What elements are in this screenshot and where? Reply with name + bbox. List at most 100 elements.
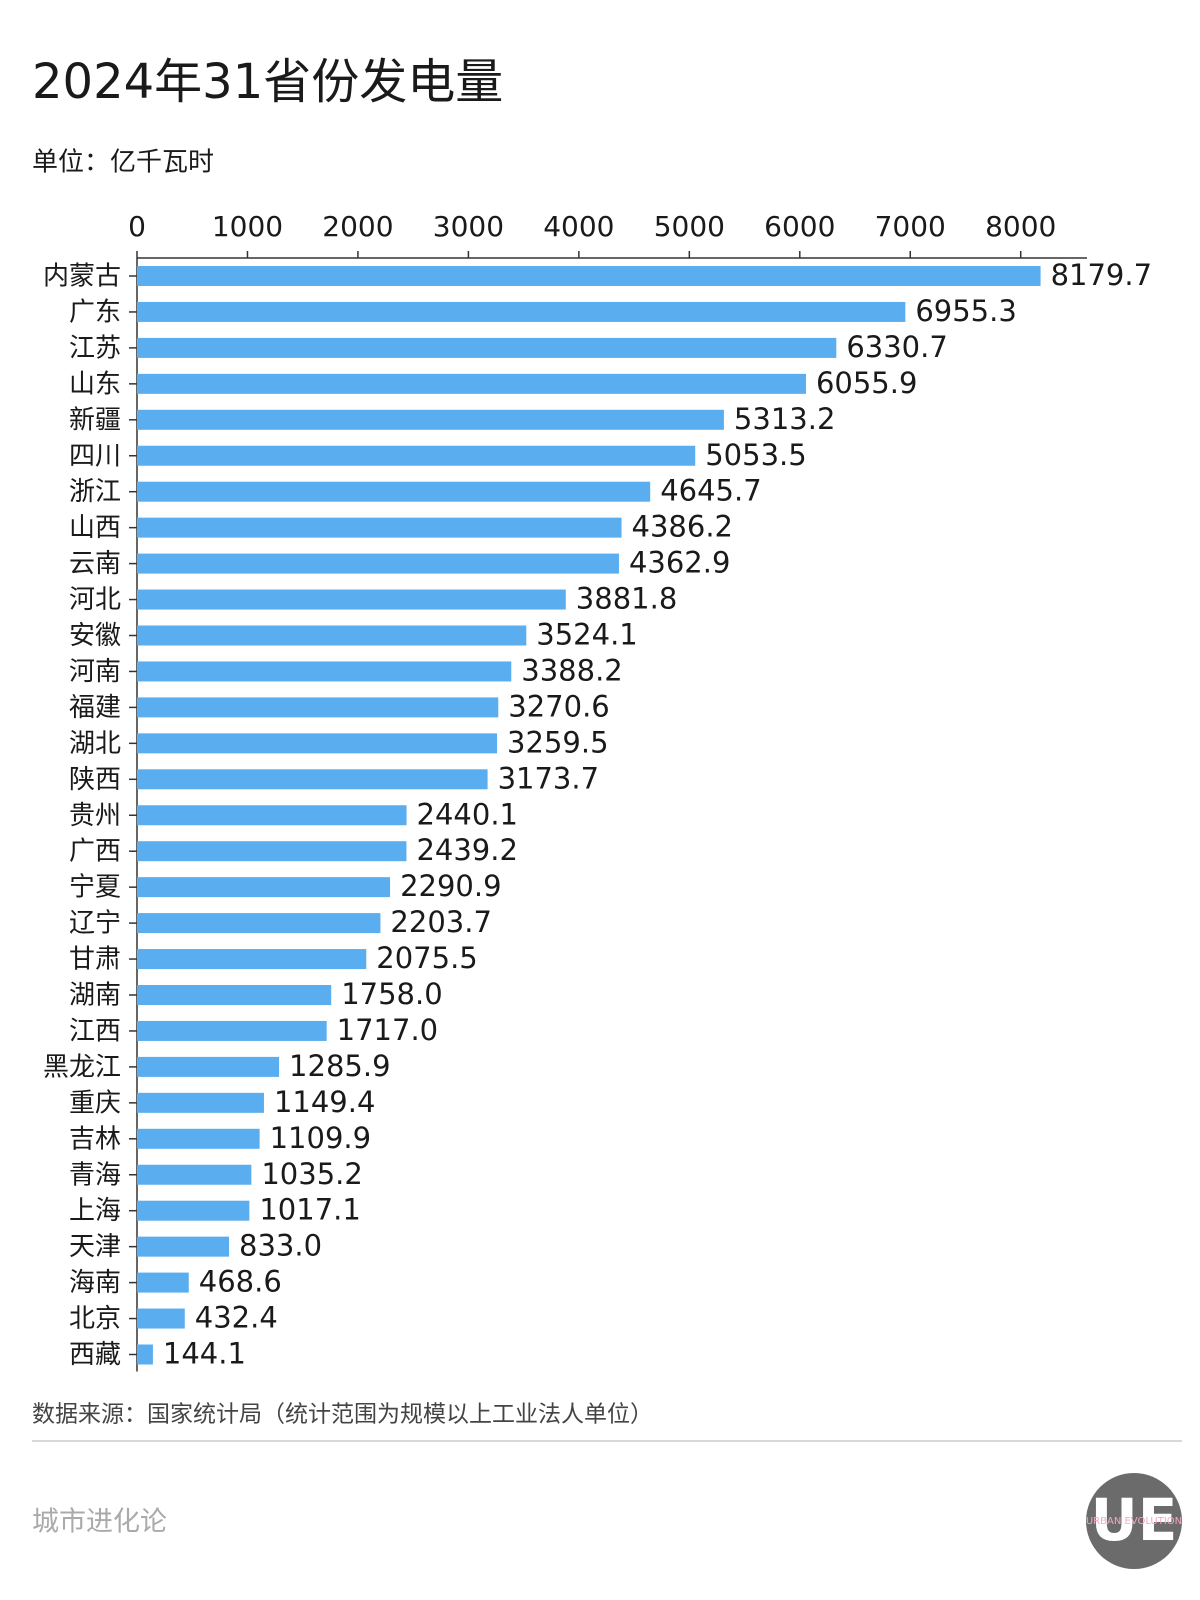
bar — [137, 1020, 327, 1041]
x-tick-label: 2000 — [322, 210, 393, 243]
value-label: 2439.2 — [416, 833, 517, 867]
bar — [137, 1164, 252, 1185]
y-tick-label: 海南 — [69, 1268, 121, 1298]
value-label: 2203.7 — [390, 905, 491, 939]
y-tick-label: 江西 — [69, 1016, 121, 1046]
bar — [137, 913, 381, 934]
bar — [137, 409, 724, 430]
bar — [137, 1308, 185, 1329]
value-label: 3270.6 — [508, 689, 609, 723]
bar — [137, 949, 367, 970]
bar — [137, 445, 696, 466]
value-label: 1035.2 — [261, 1157, 362, 1191]
chart-title: 2024年31省份发电量 — [32, 54, 503, 110]
brand: 城市进化论 — [32, 1507, 167, 1538]
value-label: 3259.5 — [507, 725, 608, 759]
value-label: 6055.9 — [816, 366, 917, 400]
value-label: 5053.5 — [705, 438, 806, 472]
bar — [137, 877, 391, 898]
y-tick-label: 新疆 — [69, 405, 121, 435]
value-label: 3388.2 — [521, 653, 622, 687]
y-tick-label: 重庆 — [69, 1088, 121, 1118]
bar — [137, 553, 619, 574]
value-label: 3173.7 — [498, 761, 599, 795]
source: 数据来源：国家统计局（统计范围为规模以上工业法人单位） — [32, 1402, 653, 1428]
y-tick-label: 山东 — [69, 369, 121, 399]
bar — [137, 517, 622, 538]
y-tick-label: 云南 — [69, 549, 121, 579]
y-tick-label: 北京 — [69, 1304, 121, 1334]
bar — [137, 733, 498, 754]
y-tick-label: 甘肃 — [69, 945, 121, 975]
y-tick-label: 上海 — [69, 1196, 121, 1226]
value-label: 468.6 — [199, 1265, 282, 1299]
bar — [137, 1092, 264, 1113]
value-label: 1717.0 — [337, 1013, 438, 1047]
bar — [137, 1272, 189, 1293]
y-tick-label: 湖南 — [69, 981, 121, 1011]
value-label: 1758.0 — [341, 977, 442, 1011]
bar — [137, 481, 651, 502]
y-tick-label: 浙江 — [69, 477, 121, 507]
bar — [137, 337, 837, 358]
y-tick-label: 四川 — [69, 441, 121, 471]
y-tick-label: 陕西 — [69, 765, 121, 795]
bar — [137, 625, 527, 646]
bar — [137, 1056, 280, 1077]
y-tick-label: 福建 — [69, 693, 121, 723]
value-label: 2075.5 — [376, 941, 477, 975]
bar — [137, 661, 512, 682]
value-label: 144.1 — [163, 1337, 246, 1371]
bar — [137, 1128, 260, 1149]
y-tick-label: 河南 — [69, 657, 121, 687]
value-label: 2290.9 — [400, 869, 501, 903]
x-tick-label: 6000 — [764, 210, 835, 243]
bar — [137, 769, 488, 790]
bar — [137, 697, 499, 718]
chart-subtitle: 单位：亿千瓦时 — [32, 148, 214, 178]
value-label: 3524.1 — [536, 618, 637, 652]
value-label: 8179.7 — [1051, 258, 1152, 292]
value-label: 4362.9 — [629, 546, 730, 580]
y-tick-label: 吉林 — [69, 1124, 121, 1154]
logo-circle — [1086, 1473, 1182, 1569]
value-label: 6955.3 — [915, 294, 1016, 328]
y-tick-label: 黑龙江 — [43, 1052, 121, 1082]
x-tick-label: 3000 — [433, 210, 504, 243]
bar — [137, 301, 906, 322]
bar — [137, 985, 332, 1005]
y-tick-label: 安徽 — [69, 621, 121, 651]
value-label: 2440.1 — [417, 797, 518, 831]
value-label: 1109.9 — [270, 1121, 371, 1155]
y-tick-label: 河北 — [69, 585, 121, 615]
bar — [137, 1236, 230, 1257]
value-label: 1149.4 — [274, 1085, 375, 1119]
y-tick-label: 江苏 — [69, 333, 121, 363]
bar — [137, 1344, 153, 1365]
bar — [137, 1200, 250, 1221]
value-label: 3881.8 — [576, 582, 677, 616]
y-tick-label: 内蒙古 — [43, 262, 121, 292]
bar — [137, 805, 407, 826]
y-tick-label: 辽宁 — [69, 909, 121, 939]
x-tick-label: 0 — [128, 210, 146, 243]
logo-text: URBAN EVOLUTION — [1086, 1516, 1182, 1527]
value-label: 1285.9 — [289, 1049, 390, 1083]
bar — [137, 266, 1041, 286]
y-tick-label: 广东 — [69, 297, 121, 327]
y-tick-label: 天津 — [69, 1232, 121, 1262]
x-tick-label: 5000 — [654, 210, 725, 243]
y-tick-label: 宁夏 — [69, 873, 121, 903]
x-tick-label: 1000 — [212, 210, 283, 243]
x-tick-label: 7000 — [875, 210, 946, 243]
y-tick-label: 贵州 — [69, 801, 121, 831]
y-tick-label: 西藏 — [69, 1340, 121, 1370]
logo: UE — [1091, 1486, 1178, 1554]
y-tick-label: 湖北 — [69, 729, 121, 759]
bar — [137, 589, 566, 610]
value-label: 4645.7 — [660, 474, 761, 508]
value-label: 432.4 — [195, 1301, 278, 1335]
value-label: 6330.7 — [846, 330, 947, 364]
y-tick-label: 广西 — [69, 837, 121, 867]
